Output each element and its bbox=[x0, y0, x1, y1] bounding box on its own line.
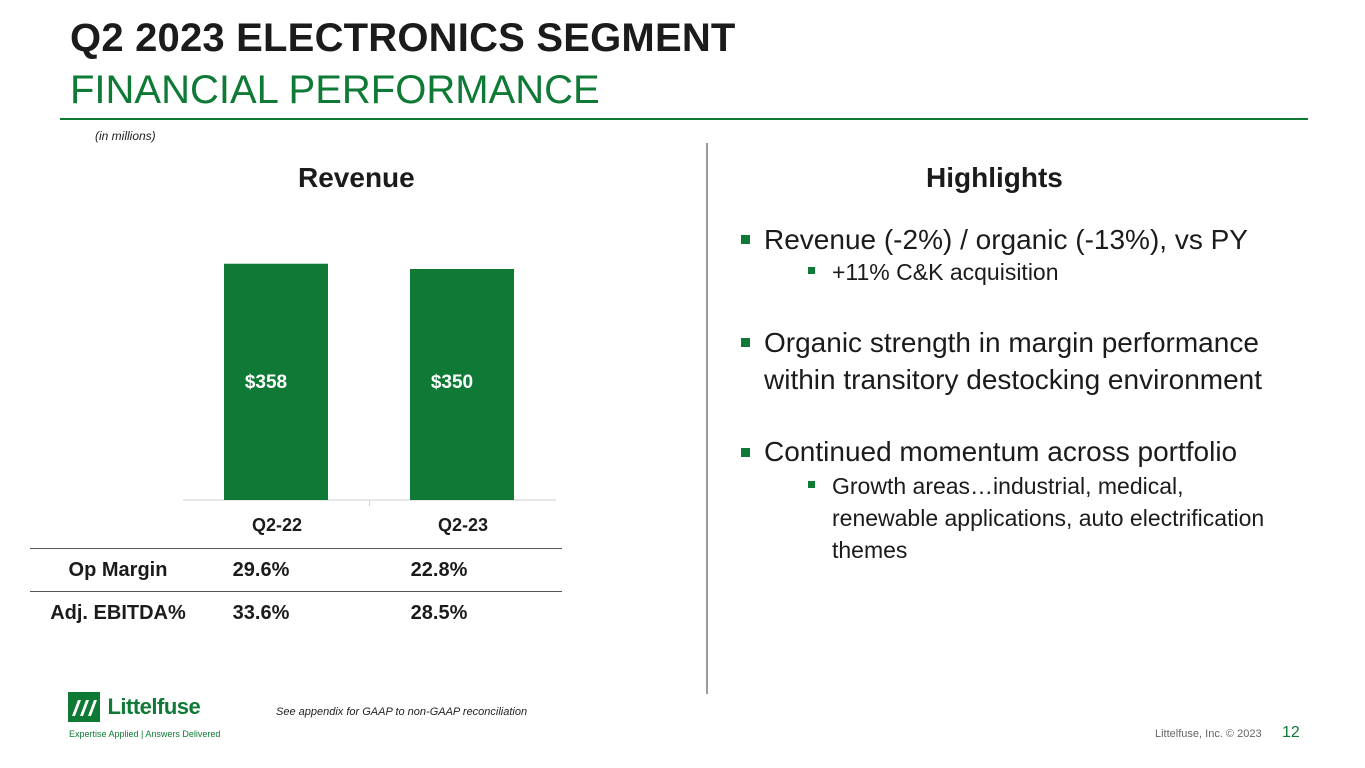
copyright: Littelfuse, Inc. © 2023 bbox=[1155, 728, 1262, 740]
square-bullet-icon bbox=[741, 338, 750, 347]
highlight-text: Continued momentum across portfolio bbox=[764, 436, 1238, 467]
table-row: Op Margin 29.6% 22.8% bbox=[30, 548, 562, 592]
revenue-bar-q2-22 bbox=[224, 263, 328, 500]
littelfuse-logo: Littelfuse bbox=[68, 692, 201, 722]
highlight-subtext: Growth areas…industrial, medical, renewa… bbox=[832, 473, 1265, 563]
footnote: See appendix for GAAP to non-GAAP reconc… bbox=[276, 706, 528, 718]
square-bullet-icon bbox=[808, 267, 815, 274]
bar-data-label: $358 bbox=[245, 372, 287, 393]
bar-data-label: $350 bbox=[431, 372, 473, 393]
revenue-bar-chart: $358 Q2-22 $350 Q2-23 bbox=[183, 263, 556, 535]
logo-tagline: Expertise Applied | Answers Delivered bbox=[69, 729, 221, 739]
metric-value: 29.6% bbox=[206, 548, 316, 592]
metric-value: 22.8% bbox=[316, 548, 562, 592]
x-tick-label: Q2-22 bbox=[252, 515, 302, 535]
x-tick-label: Q2-23 bbox=[438, 515, 488, 535]
revenue-bar-q2-23 bbox=[410, 269, 514, 500]
square-bullet-icon bbox=[808, 481, 815, 488]
page-subtitle: FINANCIAL PERFORMANCE bbox=[70, 68, 600, 112]
highlight-text: Organic strength in margin performance w… bbox=[764, 327, 1263, 395]
metric-label: Adj. EBITDA% bbox=[50, 601, 186, 624]
square-bullet-icon bbox=[741, 235, 750, 244]
metric-value: 33.6% bbox=[232, 601, 290, 624]
revenue-title: Revenue bbox=[298, 162, 415, 193]
metric-label: Op Margin bbox=[30, 548, 206, 592]
metrics-table: Op Margin 29.6% 22.8% Adj. EBITDA% 33.6%… bbox=[30, 548, 562, 634]
title-divider bbox=[60, 118, 1308, 120]
units-note: (in millions) bbox=[95, 129, 156, 143]
page-title: Q2 2023 ELECTRONICS SEGMENT bbox=[70, 16, 736, 60]
page-number: 12 bbox=[1282, 724, 1300, 741]
highlight-subtext: +11% C&K acquisition bbox=[832, 259, 1059, 285]
section-divider bbox=[706, 143, 708, 694]
highlights-title: Highlights bbox=[926, 162, 1063, 193]
metric-value: 28.5% bbox=[410, 601, 468, 624]
logo-wordmark: Littelfuse bbox=[107, 694, 201, 719]
littelfuse-logo-icon bbox=[68, 692, 100, 722]
table-row: Adj. EBITDA% 33.6% 28.5% bbox=[30, 592, 562, 635]
square-bullet-icon bbox=[741, 448, 750, 457]
highlight-text: Revenue (-2%) / organic (-13%), vs PY bbox=[764, 224, 1248, 255]
